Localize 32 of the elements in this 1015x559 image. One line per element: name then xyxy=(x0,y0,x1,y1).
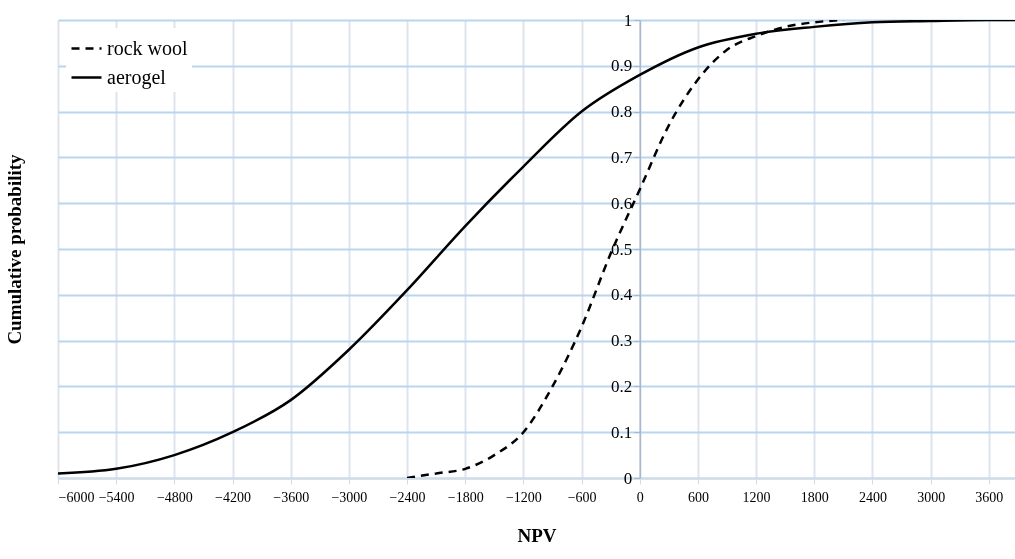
y-tick-label: 0.4 xyxy=(611,285,633,305)
y-tick-label: 1 xyxy=(623,10,633,30)
legend-label: aerogel xyxy=(107,65,167,89)
x-tick-label: −3000 xyxy=(331,489,368,505)
x-tick-label: 3000 xyxy=(917,489,946,505)
y-tick-label: 0.8 xyxy=(611,102,633,122)
x-tick-label: −1800 xyxy=(447,489,484,505)
y-tick-label: 0 xyxy=(623,468,633,488)
x-axis-title: NPV xyxy=(517,524,557,546)
x-tick-label: −5400 xyxy=(98,489,135,505)
x-tick-label: 1200 xyxy=(742,489,771,505)
x-tick-label: −3600 xyxy=(273,489,310,505)
x-tick-label: −6000 xyxy=(58,489,95,505)
x-tick-label: 600 xyxy=(687,489,709,505)
y-tick-label: 0.1 xyxy=(611,422,633,442)
legend-label: rock wool xyxy=(107,36,188,59)
y-tick-label: 0.2 xyxy=(611,376,633,396)
y-axis-title: Cumulative probability xyxy=(3,153,25,345)
x-tick-label: −1200 xyxy=(505,489,542,505)
x-tick-label: −2400 xyxy=(389,489,426,505)
y-tick-label: 0.9 xyxy=(611,56,633,76)
x-tick-label: 1800 xyxy=(800,489,829,505)
y-tick-label: 0.3 xyxy=(611,331,633,351)
x-tick-label: −4200 xyxy=(215,489,251,505)
y-tick-label: 0.6 xyxy=(611,193,633,213)
x-tick-label: −4800 xyxy=(156,489,193,505)
y-tick-label: 0.5 xyxy=(611,239,633,259)
x-tick-label: 3600 xyxy=(975,489,1004,505)
x-tick-label: −600 xyxy=(567,489,597,505)
y-tick-label: 0.7 xyxy=(611,147,633,167)
x-tick-label: 2400 xyxy=(858,489,887,505)
x-tick-label: 0 xyxy=(636,489,644,505)
